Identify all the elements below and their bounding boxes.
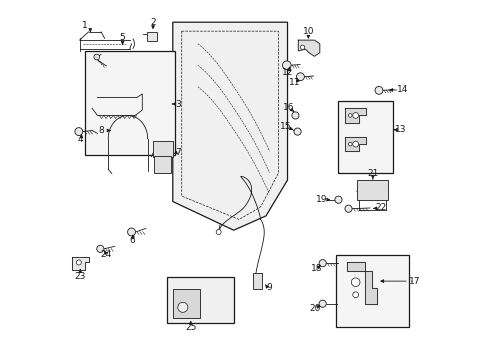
Bar <box>337 101 392 173</box>
Circle shape <box>348 114 351 117</box>
Circle shape <box>351 278 359 287</box>
Text: 8: 8 <box>98 126 104 135</box>
Circle shape <box>352 292 358 298</box>
Bar <box>147 32 157 41</box>
Bar <box>153 140 172 157</box>
Circle shape <box>319 300 325 307</box>
Polygon shape <box>344 108 366 123</box>
Text: 1: 1 <box>82 21 88 30</box>
Text: 3: 3 <box>175 100 181 109</box>
Polygon shape <box>72 257 88 270</box>
Polygon shape <box>172 22 287 230</box>
Circle shape <box>374 86 382 94</box>
Text: 14: 14 <box>396 85 407 94</box>
Text: 9: 9 <box>265 283 271 292</box>
Circle shape <box>75 128 82 135</box>
Polygon shape <box>298 40 319 56</box>
Text: 13: 13 <box>394 125 406 134</box>
Circle shape <box>352 113 358 118</box>
Bar <box>167 277 233 323</box>
Circle shape <box>334 196 341 203</box>
Circle shape <box>344 205 351 212</box>
Circle shape <box>293 128 301 135</box>
Bar <box>85 51 174 155</box>
Text: 18: 18 <box>310 264 321 273</box>
Circle shape <box>94 54 100 60</box>
Text: 19: 19 <box>316 195 327 204</box>
Text: 16: 16 <box>282 103 293 112</box>
Text: 25: 25 <box>184 323 196 332</box>
Text: 4: 4 <box>77 135 83 144</box>
Bar <box>253 273 262 289</box>
Text: 20: 20 <box>309 304 321 313</box>
Circle shape <box>348 142 351 146</box>
Circle shape <box>296 73 304 81</box>
Circle shape <box>319 260 325 267</box>
Text: 23: 23 <box>74 271 86 280</box>
Polygon shape <box>346 262 376 304</box>
Bar <box>357 180 387 200</box>
Text: 7: 7 <box>175 148 181 157</box>
Bar <box>154 156 171 173</box>
Bar <box>335 255 408 327</box>
Circle shape <box>282 61 290 69</box>
Circle shape <box>178 302 187 312</box>
Circle shape <box>291 112 298 119</box>
Circle shape <box>76 260 81 265</box>
Text: 15: 15 <box>280 122 291 131</box>
Text: 21: 21 <box>366 170 378 179</box>
Text: 17: 17 <box>408 276 420 285</box>
Circle shape <box>352 141 358 147</box>
Bar <box>172 289 199 318</box>
Text: 24: 24 <box>101 250 112 259</box>
Text: 12: 12 <box>281 68 293 77</box>
Circle shape <box>300 45 304 49</box>
Circle shape <box>97 245 104 252</box>
Polygon shape <box>344 137 366 151</box>
Text: 22: 22 <box>374 203 386 212</box>
Text: 6: 6 <box>129 237 135 246</box>
Text: 2: 2 <box>150 18 156 27</box>
Text: 5: 5 <box>120 33 125 42</box>
Text: 11: 11 <box>288 78 300 87</box>
Circle shape <box>216 229 221 234</box>
Text: 10: 10 <box>302 27 313 36</box>
Circle shape <box>127 228 135 236</box>
